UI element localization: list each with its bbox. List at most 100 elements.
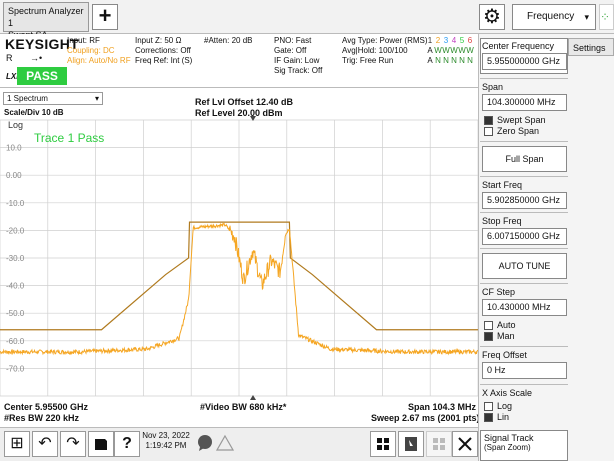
start-freq-input[interactable]: 5.902850000 GHz [482,192,567,209]
chevron-down-icon: ▾ [94,94,99,103]
avg-settings[interactable]: Avg Type: Power (RMS) Avg|Hold: 100/100 … [342,36,428,66]
avg-hold-value: Avg|Hold: 100/100 [342,46,408,55]
span-input[interactable]: 104.300000 MHz [482,94,567,111]
add-window-button[interactable]: + [92,4,118,30]
pno-value: PNO: Fast [274,36,312,45]
res-bw-footer[interactable]: #Res BW 220 kHz [4,413,80,423]
avg-type-value: Avg Type: Power (RMS) [342,36,428,45]
ref-level-offset[interactable]: Ref Lvl Offset 12.40 dB [195,97,294,107]
divider [480,141,568,142]
cf-step-input[interactable]: 10.430000 MHz [482,299,567,316]
sweep-footer[interactable]: Sweep 2.67 ms (2001 pts) [371,413,480,423]
help-icon[interactable]: ? [114,431,140,457]
y-tick-label: 10.0 [6,144,22,153]
trace-number: 3 [443,36,449,45]
cf-step-man-radio[interactable] [484,332,493,341]
freq-offset-input[interactable]: 0 Hz [482,362,567,379]
signal-track-label: Signal Track [484,433,534,443]
full-span-button[interactable]: Full Span [482,146,567,172]
spectrum-plot[interactable]: 10.0 0.00 -10.0 -20.0 -30.0 -40.0 -50.0 -60.0 -7… [0,116,478,400]
auto-tune-button[interactable]: AUTO TUNE [482,253,567,279]
x-axis-log-radio[interactable] [484,402,493,411]
pno-settings[interactable]: PNO: Fast Gate: Off IF Gain: Low Sig Tra… [274,36,322,76]
x-axis-lin-label: Lin [497,412,510,422]
cf-step-auto-label: Auto [497,320,516,330]
redo-icon[interactable]: ↷ [60,431,86,457]
ref-level[interactable]: Ref Level 20.00 dBm [195,108,283,118]
window-tab[interactable]: Spectrum Analyzer 1 Swept SA [3,2,89,40]
trace-detector: N [443,56,449,65]
stop-freq-input[interactable]: 6.007150000 GHz [482,228,567,245]
x-axis-lin-radio[interactable] [484,413,493,422]
brand-logo: KEYSIGHT [5,36,79,52]
x-axis-log-label: Log [497,401,513,411]
trace-type: W [434,46,442,55]
menu-label: Frequency [527,11,575,22]
settings-header [0,34,478,88]
layout-icon[interactable] [370,431,396,457]
divider [480,248,568,249]
impedance-settings[interactable]: Input Z: 50 Ω Corrections: Off Freq Ref:… [135,36,192,66]
log-scale-label: Log [8,120,23,130]
signal-track-button[interactable]: Signal Track (Span Zoom) [480,430,568,461]
window-title: Spectrum Analyzer 1 [8,6,84,28]
span-label: Span [482,82,504,92]
if-gain-value: IF Gain: Low [274,56,320,65]
trace-detector: N [459,56,465,65]
grid-icon[interactable] [426,431,452,457]
maximize-icon[interactable] [452,431,478,457]
tab-settings[interactable]: Settings [568,38,614,56]
freq-ref-value: Freq Ref: Int (S) [135,56,193,65]
center-freq-input[interactable]: 5.955000000 GHz [482,53,567,70]
span-footer[interactable]: Span 104.3 MHz [408,402,477,412]
swept-span-radio[interactable] [484,116,493,125]
input-settings[interactable]: Input: RF Coupling: DC Align: Auto/No RF [67,36,131,66]
center-freq-label: Center Frequency [482,41,555,51]
undo-icon[interactable]: ↶ [32,431,58,457]
cf-step-auto-radio[interactable] [484,321,493,330]
center-freq-footer[interactable]: Center 5.95500 GHz [4,402,89,412]
remote-indicator: R [6,53,13,63]
zero-span-radio[interactable] [484,127,493,136]
chevron-down-icon: ▾ [584,12,589,22]
trace-detector: N [435,56,441,65]
y-tick-label: -40.0 [6,282,25,291]
trace-type: W [450,46,458,55]
date-label: Nov 23, 2022 [142,431,190,440]
align-value: Align: Auto/No RF [67,56,131,65]
message-icon[interactable] [196,434,214,454]
trace-detector: N [467,56,473,65]
signal-track-sub: (Span Zoom) [484,443,531,452]
windows-icon[interactable]: ⊞ [4,431,30,457]
trace-1 [0,222,478,356]
video-bw-footer[interactable]: #Video BW 680 kHz* [200,402,287,412]
atten-value: #Atten: 20 dB [204,36,253,45]
freq-offset-label: Freq Offset [482,350,527,360]
trace-type: A [427,46,433,55]
divider [480,384,568,385]
stop-freq-label: Stop Freq [482,216,522,226]
trigger-value: Trig: Free Run [342,56,394,65]
window-selector-label: 1 Spectrum [7,94,48,103]
trace-pass-label: Trace 1 Pass [34,131,104,145]
file-icon[interactable] [88,431,114,457]
input-value: Input: RF [67,36,100,45]
y-tick-label: -70.0 [6,364,25,373]
atten-settings[interactable]: #Atten: 20 dB [204,36,252,46]
touch-icon[interactable] [398,431,424,457]
corrections-value: Corrections: Off [135,46,191,55]
trace-type: W [442,46,450,55]
gear-icon[interactable]: ⚙ [479,4,505,30]
plot-footer [0,401,478,425]
center-marker-icon [250,395,256,400]
coupling-value: Coupling: DC [67,46,115,55]
window-selector-dropdown[interactable]: 1 Spectrum ▾ [3,92,103,105]
menu-select-frequency[interactable]: Frequency ▾ [512,4,596,30]
y-axis-ticks: 10.0 0.00 -10.0 -20.0 -30.0 -40.0 -50.0 -60.0 -7… [6,144,25,374]
scale-div-label[interactable]: Scale/Div 10 dB [4,108,64,117]
warning-icon[interactable] [215,434,235,454]
swept-span-label: Swept Span [497,115,546,125]
y-tick-label: -10.0 [6,199,25,208]
